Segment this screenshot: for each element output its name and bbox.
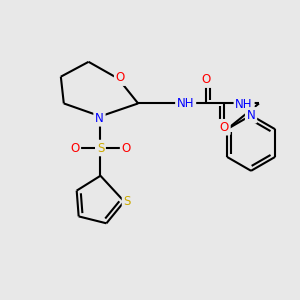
Text: S: S [124, 195, 131, 208]
Text: O: O [122, 142, 131, 154]
Text: NH: NH [236, 98, 253, 111]
Text: N: N [247, 109, 255, 122]
Text: N: N [95, 112, 104, 125]
Text: O: O [116, 71, 125, 84]
Text: S: S [97, 142, 104, 154]
Text: O: O [202, 73, 211, 86]
Text: O: O [70, 142, 79, 154]
Text: NH: NH [177, 97, 194, 110]
Text: O: O [220, 121, 229, 134]
